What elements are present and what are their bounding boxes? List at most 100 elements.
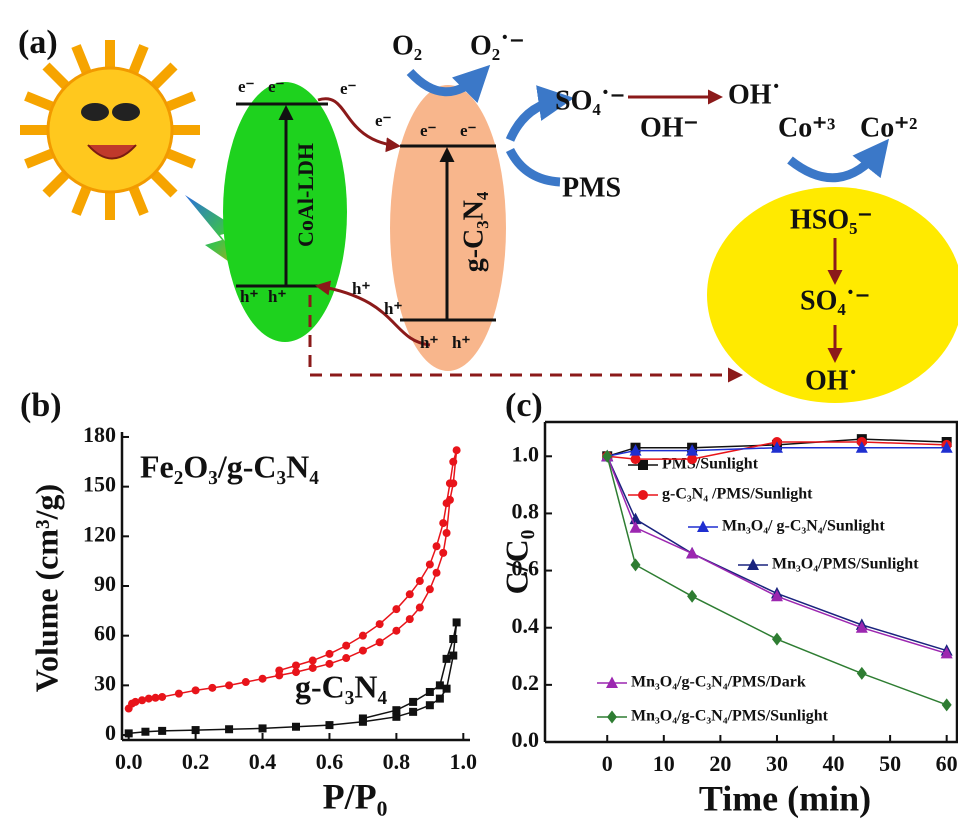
- legend-marker: [606, 676, 618, 688]
- x-tick-label: 1.0: [450, 749, 478, 774]
- species: SO₄˙⁻: [555, 85, 625, 116]
- x-axis-label: Time (min): [699, 778, 871, 818]
- data-point: [452, 618, 461, 627]
- data-point: [225, 725, 234, 734]
- data-point: [449, 457, 458, 466]
- electron-label: e⁻: [420, 121, 437, 140]
- x-tick-label: 0.6: [316, 749, 344, 774]
- series-label: Fe₂O₃/g-C₃N₄: [140, 448, 319, 484]
- sun: [20, 40, 200, 220]
- series-line: [607, 446, 947, 458]
- x-tick-label: 30: [766, 751, 788, 776]
- species: O₂˙⁻: [470, 30, 524, 61]
- data-point: [342, 641, 351, 650]
- data-point: [191, 726, 200, 735]
- species: PMS: [562, 172, 621, 203]
- data-point: [258, 724, 267, 733]
- data-point: [405, 590, 414, 599]
- y-tick-label: 90: [94, 571, 116, 596]
- data-point: [415, 577, 424, 586]
- data-point: [425, 687, 434, 696]
- y-tick-label: 0.2: [512, 670, 540, 695]
- x-tick-label: 20: [709, 751, 731, 776]
- legend-marker: [747, 558, 759, 570]
- data-point: [771, 632, 782, 646]
- data-point: [342, 654, 351, 663]
- x-tick-label: 60: [936, 751, 958, 776]
- series-line: [606, 455, 947, 652]
- data-point: [141, 727, 150, 736]
- series-line: [128, 450, 458, 709]
- data-point: [308, 663, 317, 672]
- data-point: [449, 651, 458, 660]
- data-point: [770, 441, 783, 453]
- data-point: [292, 722, 300, 731]
- data-point: [855, 441, 868, 453]
- data-point: [158, 726, 167, 735]
- transfer-arrows: [308, 89, 843, 383]
- data-point: [630, 558, 641, 572]
- data-point: [375, 620, 384, 629]
- x-tick-label: 0: [602, 751, 613, 776]
- data-point: [292, 661, 300, 670]
- data-point: [151, 693, 160, 702]
- blue-arrows: [406, 64, 890, 187]
- data-point: [442, 654, 451, 663]
- data-point: [770, 589, 783, 602]
- species: Co⁺²: [860, 112, 917, 143]
- legend-marker: [638, 460, 648, 470]
- x-tick-label: 40: [823, 751, 845, 776]
- data-point: [686, 444, 699, 456]
- electron-label: e⁻: [340, 79, 357, 98]
- hole-label: h⁺: [240, 287, 258, 306]
- data-point: [131, 697, 140, 706]
- data-point: [325, 649, 334, 658]
- legend-marker: [607, 710, 617, 724]
- series-line: [606, 456, 947, 706]
- gcn-label: g-C₃N₄: [458, 191, 489, 272]
- data-point: [629, 444, 642, 456]
- data-point: [144, 694, 153, 703]
- data-point: [258, 674, 267, 683]
- series-label: g-C₃N₄: [295, 668, 387, 704]
- y-tick-label: 0.4: [512, 613, 540, 638]
- data-point: [392, 706, 401, 715]
- x-axis-label: P/P₀: [323, 776, 388, 816]
- data-point: [439, 519, 448, 528]
- data-point: [940, 646, 953, 659]
- data-point: [241, 678, 250, 687]
- data-point: [442, 529, 451, 538]
- data-point: [392, 605, 401, 614]
- data-point: [375, 638, 384, 647]
- data-point: [325, 659, 334, 668]
- legend-label: Mn₃O₄/ g-C₃N₄/Sunlight: [722, 518, 885, 535]
- data-point: [358, 646, 367, 655]
- x-tick-label: 0.4: [249, 749, 277, 774]
- data-point: [124, 729, 133, 738]
- data-point: [602, 449, 613, 463]
- data-point: [435, 694, 444, 703]
- data-point: [225, 681, 234, 690]
- hole-label: h⁺: [352, 279, 370, 298]
- data-point: [358, 714, 367, 723]
- data-point: [308, 656, 317, 665]
- hole-label: h⁺: [420, 333, 438, 352]
- x-tick-label: 0.0: [115, 749, 143, 774]
- species: OH˙: [805, 365, 858, 396]
- legend-label: PMS/Sunlight: [662, 456, 759, 473]
- y-tick-label: 1.0: [512, 441, 540, 466]
- data-point: [208, 683, 217, 692]
- species: O₂: [392, 30, 422, 61]
- data-point: [425, 585, 434, 594]
- data-point: [687, 589, 698, 603]
- panel-label: (b): [20, 387, 62, 424]
- legend-label: Mn₃O₄/g-C₃N₄/PMS/Dark: [631, 674, 806, 691]
- legend-label: Mn₃O₄/PMS/Sunlight: [772, 556, 919, 573]
- hole-label: h⁺: [268, 287, 286, 306]
- data-point: [435, 681, 444, 690]
- y-tick-label: 30: [94, 670, 116, 695]
- data-point: [392, 712, 401, 721]
- panel-label: (c): [505, 387, 543, 424]
- electron-label: e⁻: [268, 77, 285, 96]
